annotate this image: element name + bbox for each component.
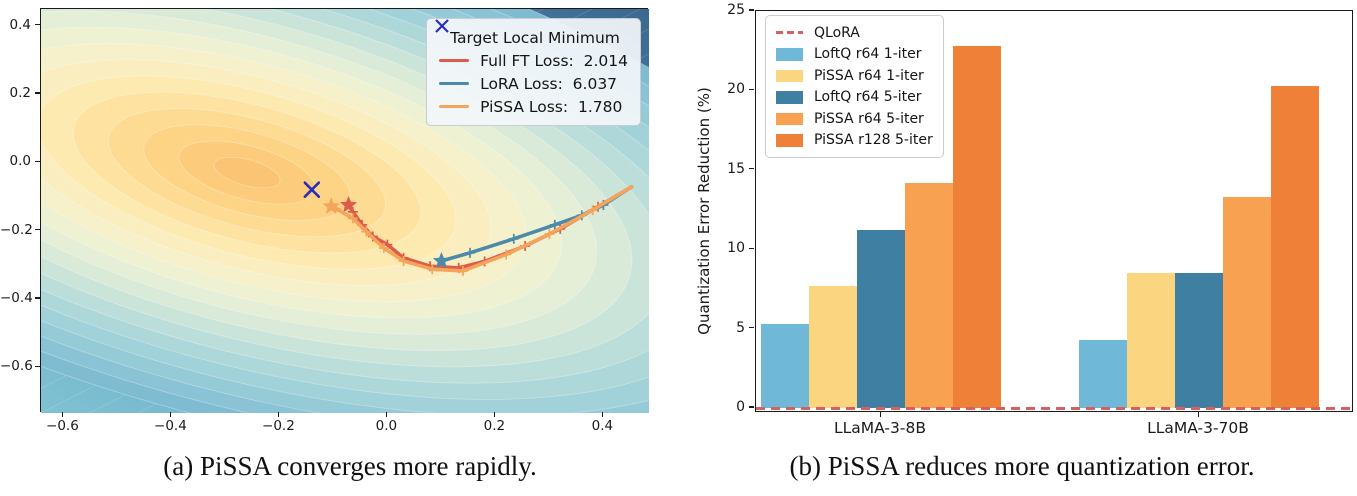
x-tick-mark	[385, 412, 388, 417]
y-tick-label: 0.2	[9, 85, 31, 102]
bar-y-tick-label: 20	[727, 81, 745, 98]
y-tick-mark	[35, 160, 40, 162]
bar-y-tick-mark	[749, 327, 754, 329]
bar-x-tick-mark	[879, 412, 881, 417]
endpoint-star-marker	[340, 196, 358, 213]
y-tick-mark	[35, 297, 40, 299]
y-tick-mark	[35, 365, 40, 367]
x-tick-label: 0.4	[591, 418, 614, 434]
target-x-icon	[303, 181, 321, 198]
trajectory-path	[329, 185, 634, 273]
bar-y-tick-label: 15	[727, 160, 745, 177]
legend-label: PiSSA r64 1-iter	[814, 67, 924, 84]
contour-plot: Target Local Minimum Full FT Loss: 2.014 L…	[40, 8, 649, 413]
contour-legend: Target Local Minimum Full FT Loss: 2.014 L…	[426, 18, 641, 126]
y-tick-label: 0.0	[9, 153, 31, 170]
bar	[905, 182, 953, 408]
bar-y-tick-mark	[749, 88, 754, 90]
x-tick-label: 0.2	[483, 418, 506, 434]
bar	[953, 45, 1001, 408]
y-tick-mark	[35, 24, 40, 26]
x-tick-mark	[493, 412, 496, 417]
legend-label: QLoRA	[814, 24, 860, 41]
bar-x-tick-mark	[1197, 412, 1199, 417]
bar-y-tick-mark	[749, 406, 754, 408]
legend-item: LoftQ r64 5-iter	[776, 87, 933, 109]
legend-item: QLoRA	[776, 22, 933, 44]
bar-y-tick-mark	[749, 9, 754, 11]
legend-label: PiSSA r64 5-iter	[814, 110, 924, 127]
bar	[857, 230, 905, 408]
color-swatch-icon	[776, 69, 803, 82]
legend-item: Target Local Minimum	[435, 19, 628, 49]
legend-label: LoftQ r64 5-iter	[814, 89, 922, 106]
bar	[761, 323, 809, 408]
y-tick-label: −0.4	[0, 289, 33, 306]
x-tick-mark	[169, 412, 172, 417]
bar	[1175, 273, 1223, 408]
line-swatch-icon	[439, 58, 470, 63]
legend-item: PiSSA r64 5-iter	[776, 108, 933, 130]
color-swatch-icon	[776, 134, 803, 147]
x-tick-mark	[601, 412, 604, 417]
line-swatch-icon	[439, 104, 470, 109]
bar	[809, 285, 857, 408]
y-tick-label: −0.6	[0, 358, 33, 375]
caption-b: (b) PiSSA reduces more quantization erro…	[789, 451, 1255, 481]
y-tick-label: −0.2	[0, 221, 33, 238]
x-tick-mark	[277, 412, 280, 417]
bar-y-tick-mark	[749, 247, 754, 249]
legend-item: PiSSA r64 1-iter	[776, 65, 933, 87]
legend-label: Target Local Minimum	[450, 28, 620, 47]
bar-y-tick-mark	[749, 168, 754, 170]
legend-label: LoftQ r64 1-iter	[814, 46, 922, 63]
legend-label: LoRA Loss: 6.037	[480, 74, 618, 93]
x-tick-label: 0.0	[375, 418, 398, 434]
y-tick-mark	[35, 229, 40, 231]
caption-a: (a) PiSSA converges more rapidly.	[163, 451, 537, 481]
x-tick-label: −0.2	[262, 418, 295, 434]
legend-item: LoRA Loss: 6.037	[439, 72, 628, 95]
bar	[1271, 85, 1319, 408]
bar-y-tick-label: 25	[727, 2, 745, 18]
bar-y-tick-label: 0	[736, 399, 745, 415]
legend-label: PiSSA r128 5-iter	[814, 132, 933, 149]
endpoint-star-marker	[432, 252, 450, 269]
bar	[1223, 196, 1271, 408]
color-swatch-icon	[776, 112, 803, 125]
legend-item: LoftQ r64 1-iter	[776, 44, 933, 66]
bar-plot: QLoRA LoftQ r64 1-iter PiSSA r64 1-iter Lof…	[755, 10, 1354, 412]
contour-ellipse	[213, 156, 281, 189]
x-tick-label: −0.6	[46, 418, 79, 434]
bar-y-tick-label: 10	[727, 240, 745, 257]
dashed-line-swatch-icon	[776, 31, 803, 35]
qlora-baseline-dashed-line	[756, 406, 1354, 410]
legend-item: PiSSA Loss: 1.780	[439, 95, 628, 118]
bar-group-label: LLaMA-3-70B	[1147, 419, 1249, 437]
color-swatch-icon	[776, 48, 803, 61]
legend-label: Full FT Loss: 2.014	[480, 51, 628, 70]
legend-label: PiSSA Loss: 1.780	[480, 97, 623, 116]
y-tick-label: 0.4	[9, 16, 31, 33]
bar	[1127, 273, 1175, 408]
bar-legend: QLoRA LoftQ r64 1-iter PiSSA r64 1-iter Lof…	[765, 15, 944, 158]
line-swatch-icon	[439, 81, 470, 86]
endpoint-star-marker	[322, 197, 340, 214]
x-tick-label: −0.4	[154, 418, 187, 434]
bar-group-label: LLaMA-3-8B	[834, 419, 926, 437]
color-swatch-icon	[776, 91, 803, 104]
legend-item: PiSSA r128 5-iter	[776, 130, 933, 152]
bar	[1079, 339, 1127, 408]
y-tick-mark	[35, 92, 40, 94]
legend-item: Full FT Loss: 2.014	[439, 49, 628, 72]
x-tick-mark	[61, 412, 64, 417]
bar-y-axis-label: Quantization Error Reduction (%)	[695, 87, 713, 335]
bar-y-tick-label: 5	[736, 319, 745, 336]
